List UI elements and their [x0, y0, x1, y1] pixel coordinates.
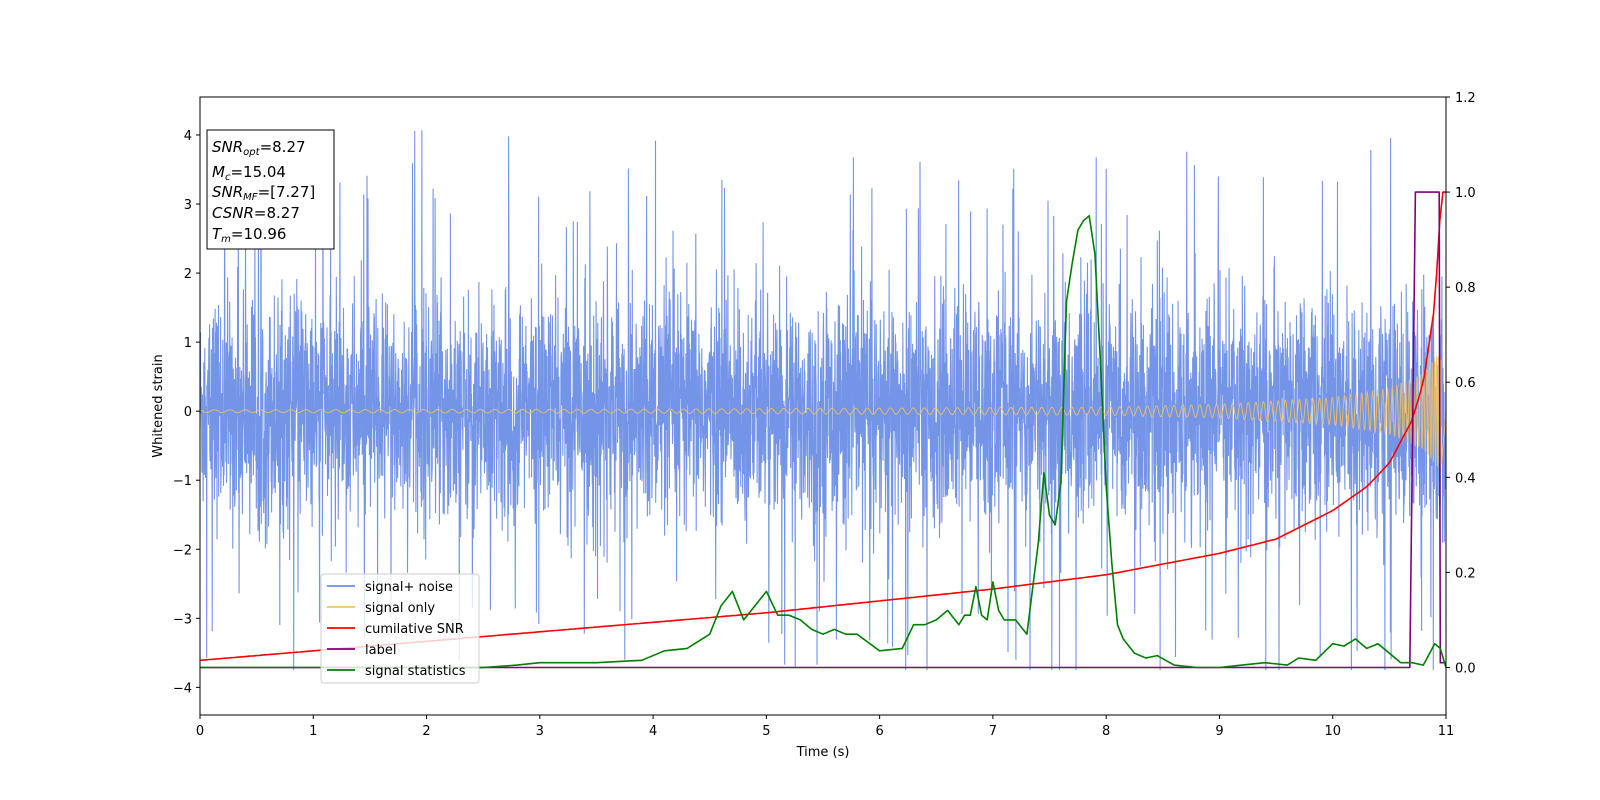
x-tick-label: 7	[989, 724, 997, 739]
x-tick-label: 3	[536, 724, 544, 739]
legend-label: signal only	[365, 601, 435, 616]
info-line: CSNR=8.27	[212, 204, 300, 222]
x-tick-label: 2	[422, 724, 430, 739]
legend: signal+ noise signal only cumilative SNR la…	[320, 573, 480, 684]
legend-label: cumilative SNR	[365, 622, 464, 637]
info-line: Mc=15.04	[212, 163, 286, 183]
x-tick-label: 6	[875, 724, 883, 739]
y-tick-label: 1	[184, 336, 192, 351]
info-box-frame	[206, 129, 335, 250]
series-signal-statistics-line	[200, 215, 1446, 669]
legend-label: signal+ noise	[365, 580, 453, 595]
info-symbol: M	[212, 163, 225, 181]
y2-tick-label: 0.0	[1455, 661, 1476, 676]
y-tick-label: 2	[184, 267, 192, 282]
info-value: =8.27	[260, 138, 306, 156]
x-tick-label: 1	[309, 724, 317, 739]
y-tick-label: 4	[184, 129, 192, 144]
y-tick-label: −2	[173, 543, 192, 558]
series-signal-only-line	[200, 355, 1446, 470]
info-subscript: m	[221, 234, 231, 245]
info-value: =8.27	[254, 204, 300, 222]
y-tick-label: −3	[173, 612, 192, 627]
x-tick-label: 4	[649, 724, 657, 739]
y2-tick-label: 0.6	[1455, 376, 1476, 391]
y2-tick-label: 1.2	[1455, 91, 1476, 106]
info-line: SNRMF=[7.27]	[212, 183, 315, 203]
y-axis-label: Whitened strain	[151, 354, 166, 457]
info-symbol: SNR	[212, 138, 243, 156]
x-tick-label: 9	[1215, 724, 1223, 739]
info-value: =15.04	[230, 163, 286, 181]
plot-frame	[199, 96, 1447, 716]
info-subscript: c	[225, 172, 231, 183]
info-symbol: T	[212, 225, 223, 243]
legend-label: label	[365, 643, 396, 658]
info-line: Tm=10.96	[212, 225, 286, 245]
y-tick-label: 0	[184, 405, 192, 420]
y-tick-label: −1	[173, 474, 192, 489]
y2-tick-label: 1.0	[1455, 186, 1476, 201]
info-symbol: SNR	[212, 183, 243, 201]
y2-tick-label: 0.8	[1455, 281, 1476, 296]
y2-tick-label: 0.2	[1455, 566, 1476, 581]
ticks-layer: 0 1 2 3 4 5 6 7 8 9 10 1143210−1−2−3−41.21.00.80.60…	[173, 91, 1476, 739]
legend-label: signal statistics	[365, 664, 466, 679]
info-value: =[7.27]	[258, 183, 316, 201]
x-axis-label: Time (s)	[796, 745, 850, 760]
y-tick-label: 3	[184, 198, 192, 213]
x-tick-label: 8	[1102, 724, 1110, 739]
legend-frame	[320, 573, 480, 684]
info-value: =10.96	[231, 225, 287, 243]
info-symbol: CSNR	[212, 204, 254, 222]
info-subscript: opt	[243, 147, 260, 158]
info-box: SNRopt=8.27Mc=15.04SNRMF=[7.27]CSNR=8.27…	[206, 129, 335, 250]
info-line: SNRopt=8.27	[212, 138, 306, 158]
x-tick-label: 10	[1324, 724, 1341, 739]
x-tick-label: 11	[1438, 724, 1455, 739]
series-signal-noise-line	[200, 130, 1446, 671]
x-tick-label: 0	[196, 724, 204, 739]
y-tick-label: −4	[173, 681, 192, 696]
x-tick-label: 5	[762, 724, 770, 739]
y2-tick-label: 0.4	[1455, 471, 1476, 486]
info-subscript: MF	[243, 192, 258, 203]
